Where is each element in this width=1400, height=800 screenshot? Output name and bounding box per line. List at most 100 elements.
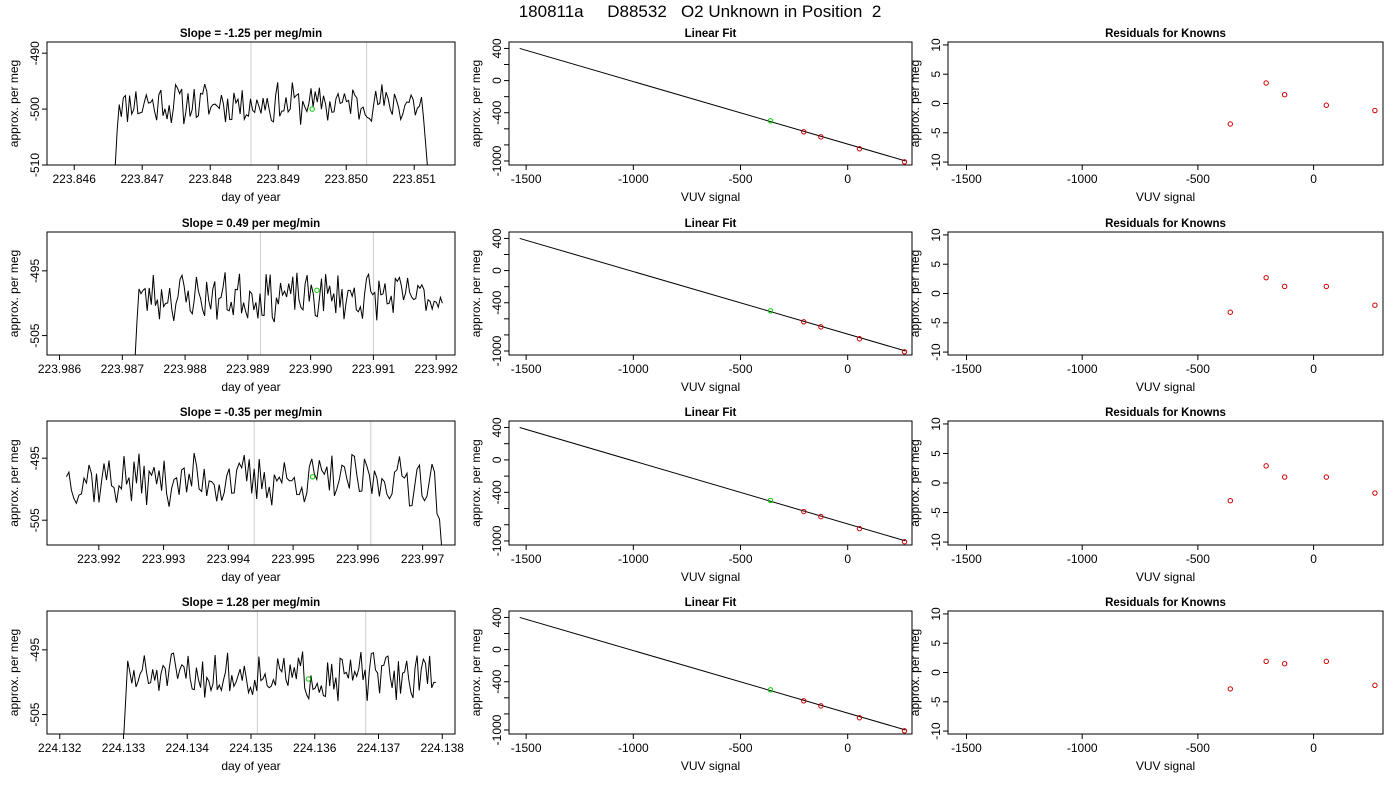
- y-axis-label: approx. per meg: [908, 629, 922, 716]
- unknown-marker: [309, 106, 315, 112]
- x-tick-label: -1000: [618, 552, 649, 566]
- x-tick-label: 0: [1310, 741, 1317, 755]
- known-point: [818, 324, 824, 330]
- x-tick-label: 0: [1310, 552, 1317, 566]
- x-tick-label: -500: [728, 552, 752, 566]
- panel-4-1: Slope = 1.28 per meg/min 224.132 224.133 22…: [7, 597, 464, 773]
- x-tick-label: -1000: [618, 362, 649, 376]
- y-tick-label: -5: [929, 127, 943, 138]
- x-tick-label: 224.134: [166, 741, 210, 755]
- x-tick-label: 0: [844, 741, 851, 755]
- y-tick-label: -505: [28, 508, 42, 532]
- x-axis-label: VUV signal: [1136, 759, 1195, 773]
- x-tick-label: 223.996: [336, 552, 380, 566]
- fit-line: [519, 427, 906, 542]
- plot-frame: [46, 41, 456, 166]
- y-tick-label: 10: [929, 417, 943, 431]
- y-tick-label: -5: [929, 696, 943, 707]
- y-tick-label: -495: [28, 259, 42, 283]
- x-tick-label: -1500: [511, 362, 542, 376]
- x-tick-label: -1000: [1067, 741, 1098, 755]
- y-tick-label: 0: [929, 100, 943, 107]
- y-axis-label: approx. per meg: [7, 250, 21, 337]
- x-tick-label: -500: [728, 741, 752, 755]
- y-tick-label: 400: [490, 38, 504, 58]
- x-tick-label: -1000: [1067, 552, 1098, 566]
- panel-title: Residuals for Knowns: [1105, 28, 1226, 40]
- residual-point: [1372, 302, 1378, 308]
- y-tick-label: -1000: [490, 145, 504, 176]
- panel-title: Slope = 1.28 per meg/min: [182, 597, 320, 609]
- x-tick-label: 223.993: [142, 552, 186, 566]
- x-tick-label: -500: [1186, 741, 1210, 755]
- y-axis-label: approx. per meg: [908, 439, 922, 526]
- x-tick-label: 224.138: [421, 741, 465, 755]
- known-point: [901, 349, 908, 355]
- known-point: [901, 539, 908, 545]
- x-tick-label: -1000: [1067, 362, 1098, 376]
- y-tick-label: 5: [929, 640, 943, 647]
- panel-title: Linear Fit: [685, 28, 737, 40]
- panel-1-3: Residuals for Knowns -1500 -1000 -500 0 10 5 0 -…: [908, 28, 1384, 204]
- panel-title: Slope = -1.25 per meg/min: [180, 28, 322, 40]
- y-axis-label: approx. per meg: [469, 439, 483, 526]
- y-tick-label: 0: [490, 646, 504, 653]
- residual-point: [1281, 92, 1288, 98]
- y-tick-label: 0: [929, 669, 943, 676]
- panel-title: Residuals for Knowns: [1105, 407, 1226, 419]
- x-tick-label: 224.135: [229, 741, 273, 755]
- x-tick-label: 223.997: [401, 552, 445, 566]
- y-tick-label: -495: [28, 638, 42, 662]
- x-tick-label: 223.991: [352, 362, 396, 376]
- plot-frame: [46, 231, 456, 356]
- unknown-point: [767, 687, 774, 693]
- x-axis-label: day of year: [221, 759, 280, 773]
- panel-2-3: Residuals for Knowns -1500 -1000 -500 0 10 5 0 -…: [908, 218, 1384, 394]
- residual-point: [1227, 121, 1233, 127]
- known-point: [856, 715, 863, 721]
- time-series-trace: [65, 452, 443, 545]
- plot-frame: [508, 420, 913, 546]
- y-tick-label: 10: [929, 607, 943, 621]
- y-tick-label: -505: [28, 702, 42, 726]
- panel-3-2: Linear Fit -1500 -1000 -500 0 400 0 -400 -1000 VU…: [469, 407, 913, 584]
- y-tick-label: -5: [929, 507, 943, 518]
- residual-point: [1323, 474, 1330, 480]
- x-tick-label: -500: [1186, 552, 1210, 566]
- unknown-marker: [314, 287, 320, 293]
- plot-frame: [947, 231, 1384, 356]
- x-axis-label: VUV signal: [681, 759, 740, 773]
- x-tick-label: 0: [844, 552, 851, 566]
- x-tick-label: 0: [844, 362, 851, 376]
- x-tick-label: 223.848: [189, 172, 233, 186]
- y-axis-label: approx. per meg: [469, 60, 483, 147]
- known-point: [801, 698, 807, 704]
- y-tick-label: 0: [490, 267, 504, 274]
- x-tick-label: 224.132: [38, 741, 82, 755]
- y-tick-label: 0: [929, 479, 943, 486]
- x-tick-label: -500: [728, 362, 752, 376]
- panel-title: Slope = 0.49 per meg/min: [182, 218, 320, 230]
- panel-1-1: Slope = -1.25 per meg/min 223.846 223.847 2…: [7, 28, 456, 204]
- x-tick-label: 223.847: [121, 172, 165, 186]
- y-axis-label: approx. per meg: [7, 60, 21, 147]
- residual-point: [1372, 682, 1378, 689]
- plot-frame: [508, 610, 913, 735]
- unknown-marker: [309, 474, 316, 480]
- residual-point: [1263, 80, 1269, 86]
- y-tick-label: 5: [929, 71, 943, 78]
- y-tick-label: 0: [490, 456, 504, 463]
- figure-title: 180811a D88532 O2 Unknown in Position 2: [518, 2, 882, 21]
- y-tick-label: -500: [28, 97, 42, 121]
- y-tick-label: -10: [929, 722, 943, 740]
- panel-title: Linear Fit: [685, 597, 737, 609]
- x-axis-label: VUV signal: [681, 380, 740, 394]
- x-tick-label: 223.987: [101, 362, 145, 376]
- plot-frame: [46, 420, 456, 546]
- y-tick-label: 5: [929, 450, 943, 457]
- residual-point: [1263, 274, 1269, 281]
- plot-frame: [947, 41, 1384, 166]
- residual-point: [1227, 686, 1233, 692]
- x-tick-label: 223.851: [393, 172, 437, 186]
- x-tick-label: 223.989: [226, 362, 270, 376]
